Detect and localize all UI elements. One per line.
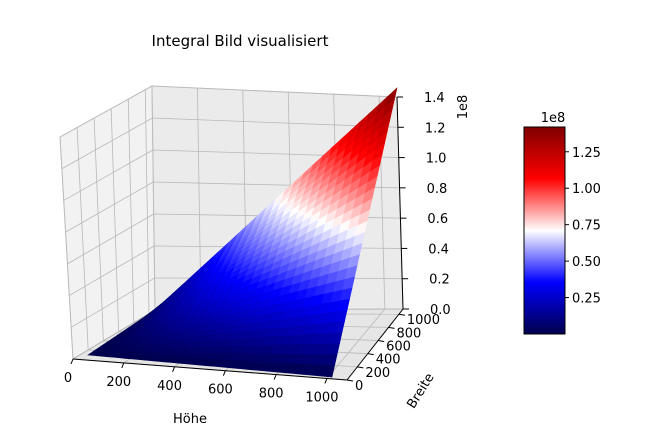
surface-plot — [87, 87, 398, 378]
y-tick-label-0: 0 — [355, 379, 363, 394]
x-grid-floor-5 — [326, 308, 386, 379]
y-tick-label-2: 400 — [376, 353, 401, 368]
colorbar-offset-text: 1e8 — [541, 111, 566, 126]
x-axis-line — [72, 358, 348, 381]
x-tick-mark-0 — [70, 358, 74, 365]
y-tick-mark-5 — [398, 313, 405, 316]
x-axis-label: Höhe — [173, 412, 207, 427]
y-tick-mark-1 — [357, 366, 364, 369]
chart-title: Integral Bild visualisiert — [152, 32, 329, 50]
colorbar-tick-label-3: 1.00 — [572, 182, 601, 197]
y-tick-label-1: 200 — [365, 366, 390, 381]
z-tick-label-1: 0.2 — [429, 273, 450, 288]
z-tick-label-0: 0.0 — [430, 303, 451, 318]
x-tick-label-2: 400 — [157, 379, 182, 394]
y-grid-back-5 — [144, 89, 150, 314]
y-tick-mark-3 — [378, 340, 385, 343]
colorbar-tick-label-0: 0.25 — [572, 292, 601, 307]
x-tick-label-5: 1000 — [305, 390, 338, 405]
x-grid-back-0 — [151, 85, 156, 311]
z-tick-label-5: 1.0 — [426, 152, 447, 167]
x-tick-mark-2 — [172, 366, 176, 372]
y-tick-label-3: 600 — [386, 340, 411, 355]
z-grid-left-1 — [70, 277, 155, 328]
x-tick-label-4: 800 — [259, 387, 284, 402]
z-tick-label-4: 0.8 — [427, 182, 448, 197]
y-axis-line — [346, 308, 404, 381]
x-tick-mark-3 — [222, 370, 226, 376]
z-axis-line — [396, 96, 404, 310]
y-tick-label-5: 1000 — [407, 313, 440, 328]
y-grid-back-0 — [59, 136, 74, 360]
z-grid-left-5 — [63, 149, 154, 201]
y-tick-mark-0 — [346, 379, 354, 382]
axes: 0 200 400 600 800 1000020040060080010000.00.2… — [64, 91, 451, 405]
z-tick-label-2: 0.4 — [428, 242, 449, 257]
z-tick-label-7: 1.4 — [424, 91, 445, 106]
x-grid-floor-0 — [72, 309, 156, 360]
y-tick-label-4: 800 — [397, 326, 422, 341]
y-tick-mark-2 — [367, 353, 374, 356]
y-grid-back-1 — [76, 127, 89, 350]
x-tick-mark-1 — [121, 362, 125, 369]
z-grid-left-4 — [65, 181, 154, 233]
y-grid-back-2 — [93, 118, 104, 341]
surface-patch-25-0 — [322, 365, 335, 378]
x-tick-mark-4 — [273, 374, 277, 380]
colorbar: 1e8 0.25 0.50 0.75 1.00 1.25 — [523, 111, 601, 335]
z-offset-text: 1e8 — [456, 95, 471, 120]
z-grid-right-7 — [151, 85, 398, 98]
colorbar-tick-label-4: 1.25 — [572, 146, 601, 161]
colorbar-tick-label-2: 0.75 — [572, 219, 601, 234]
z-tick-label-3: 0.6 — [427, 212, 448, 227]
z-grid-left-2 — [69, 245, 155, 296]
y-axis-label: Breite — [404, 371, 437, 412]
x-tick-label-0: 0 — [64, 371, 72, 386]
z-grid-left-7 — [59, 85, 153, 138]
y-tick-mark-4 — [388, 326, 395, 329]
y-grid-back-4 — [127, 99, 135, 323]
x-tick-mark-5 — [324, 378, 328, 384]
z-grid-left-6 — [61, 117, 153, 170]
x-tick-label-1: 200 — [106, 375, 131, 390]
colorbar-gradient — [523, 126, 566, 335]
y-grid-back-3 — [110, 108, 119, 332]
z-grid-left-3 — [67, 213, 154, 265]
x-tick-label-3: 600 — [208, 383, 233, 398]
colorbar-tick-label-1: 0.50 — [572, 255, 601, 270]
z-tick-label-6: 1.2 — [425, 121, 446, 136]
